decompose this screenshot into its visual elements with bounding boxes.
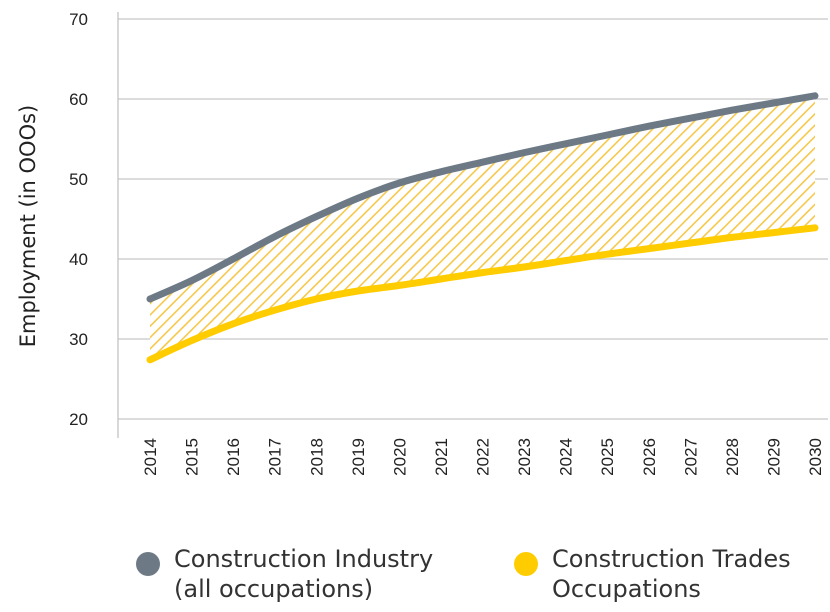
x-tick-label: 2014	[141, 438, 160, 476]
y-tick-label: 70	[69, 10, 88, 29]
legend-item-construction-industry[interactable]: Construction Industry (all occupations)	[136, 544, 433, 604]
x-tick-label: 2025	[598, 438, 617, 476]
x-tick-label: 2021	[432, 438, 451, 476]
x-tick-label: 2027	[681, 438, 700, 476]
x-tick-label: 2026	[640, 438, 659, 476]
x-tick-label: 2016	[224, 438, 243, 476]
y-tick-label: 30	[69, 330, 88, 349]
x-axis: 2014 2015 2016 2017 2018 2019 2020 2021 2022 2023…	[141, 438, 825, 476]
x-tick-label: 2024	[557, 438, 576, 476]
legend-swatch-grey	[136, 552, 160, 576]
x-tick-label: 2020	[390, 438, 409, 476]
hatched-area-between-series	[150, 95, 815, 360]
x-tick-label: 2022	[474, 438, 493, 476]
y-axis: 70 60 50 40 30 20	[69, 10, 119, 438]
series-lines	[146, 92, 819, 364]
legend-swatch-yellow	[514, 552, 538, 576]
x-tick-label: 2017	[266, 438, 285, 476]
x-tick-label: 2023	[515, 438, 534, 476]
legend-label: Construction Trades Occupations	[552, 545, 791, 603]
y-axis-label: Employment (in OOOs)	[16, 105, 40, 348]
x-tick-label: 2019	[349, 438, 368, 476]
x-tick-label: 2029	[764, 438, 783, 476]
y-tick-label: 40	[69, 250, 88, 269]
legend: Construction Industry (all occupations) …	[0, 540, 830, 612]
y-tick-label: 20	[69, 410, 88, 429]
legend-item-construction-trades[interactable]: Construction Trades Occupations	[514, 544, 791, 604]
x-tick-label: 2015	[183, 438, 202, 476]
x-tick-label: 2018	[307, 438, 326, 476]
series-line-construction-trades	[146, 224, 819, 364]
y-tick-label: 50	[69, 170, 88, 189]
y-tick-label: 60	[69, 90, 88, 109]
series-line-construction-industry	[146, 92, 819, 303]
legend-label: Construction Industry (all occupations)	[174, 545, 434, 603]
x-tick-label: 2030	[806, 438, 825, 476]
x-tick-label: 2028	[723, 438, 742, 476]
